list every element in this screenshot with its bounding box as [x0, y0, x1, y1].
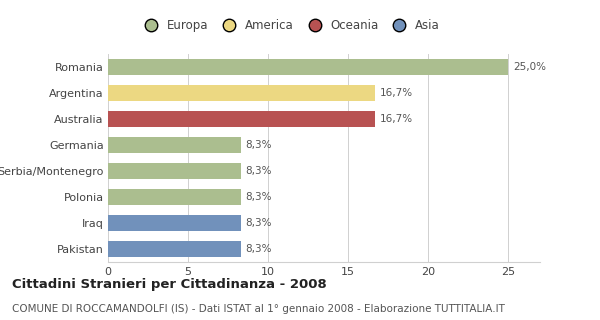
Text: 8,3%: 8,3%: [245, 244, 272, 254]
Text: Cittadini Stranieri per Cittadinanza - 2008: Cittadini Stranieri per Cittadinanza - 2…: [12, 278, 327, 292]
Text: COMUNE DI ROCCAMANDOLFI (IS) - Dati ISTAT al 1° gennaio 2008 - Elaborazione TUTT: COMUNE DI ROCCAMANDOLFI (IS) - Dati ISTA…: [12, 304, 505, 314]
Bar: [108, 241, 241, 258]
Bar: [108, 85, 375, 101]
Bar: [108, 163, 241, 180]
Text: 16,7%: 16,7%: [380, 114, 413, 124]
Legend: Europa, America, Oceania, Asia: Europa, America, Oceania, Asia: [134, 14, 444, 37]
Text: 8,3%: 8,3%: [245, 192, 272, 203]
Text: 8,3%: 8,3%: [245, 166, 272, 176]
Bar: [108, 59, 508, 76]
Bar: [108, 137, 241, 154]
Text: 25,0%: 25,0%: [513, 62, 546, 72]
Bar: [108, 189, 241, 205]
Text: 8,3%: 8,3%: [245, 140, 272, 150]
Bar: [108, 215, 241, 231]
Bar: [108, 111, 375, 127]
Text: 16,7%: 16,7%: [380, 88, 413, 98]
Text: 8,3%: 8,3%: [245, 218, 272, 228]
